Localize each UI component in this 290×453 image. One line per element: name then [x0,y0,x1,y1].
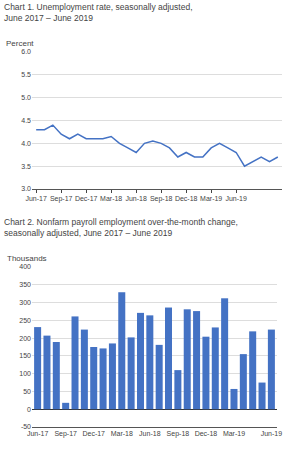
svg-text:Jun-19: Jun-19 [261,430,283,437]
svg-text:Mar-18: Mar-18 [100,195,122,202]
svg-text:Dec-18: Dec-18 [175,195,198,202]
svg-text:3.5: 3.5 [21,163,31,170]
svg-text:0: 0 [27,406,31,413]
svg-text:150: 150 [19,352,31,359]
svg-text:-50: -50 [21,423,31,430]
svg-text:Chart 2. Nonfarm payroll emplo: Chart 2. Nonfarm payroll employment over… [4,217,238,238]
svg-text:4.5: 4.5 [21,117,31,124]
svg-text:5.0: 5.0 [21,94,31,101]
svg-text:Mar-19: Mar-19 [200,195,222,202]
svg-text:Sep-17: Sep-17 [54,430,77,438]
svg-text:Jun-19: Jun-19 [225,195,247,202]
svg-text:3.0: 3.0 [21,185,31,192]
svg-text:Dec-18: Dec-18 [195,430,218,437]
svg-text:Jun-17: Jun-17 [25,195,47,202]
svg-text:400: 400 [19,263,31,270]
svg-text:6.0: 6.0 [21,48,31,55]
svg-text:Sep-17: Sep-17 [50,195,73,203]
svg-text:300: 300 [19,299,31,306]
svg-text:5.5: 5.5 [21,71,31,78]
svg-text:Jun-18: Jun-18 [139,430,161,437]
svg-text:4.0: 4.0 [21,140,31,147]
svg-text:Dec-17: Dec-17 [75,195,98,202]
svg-text:Mar-19: Mar-19 [223,430,245,437]
svg-text:Dec-17: Dec-17 [82,430,105,437]
svg-text:350: 350 [19,281,31,288]
svg-text:100: 100 [19,370,31,377]
svg-text:50: 50 [23,388,31,395]
svg-text:Mar-18: Mar-18 [111,430,133,437]
svg-text:250: 250 [19,317,31,324]
svg-text:Jun-18: Jun-18 [125,195,147,202]
svg-text:200: 200 [19,335,31,342]
svg-text:Jun-17: Jun-17 [27,430,49,437]
svg-text:Thousands: Thousands [7,254,47,263]
svg-text:Chart 1. Unemployment rate, se: Chart 1. Unemployment rate, seasonally a… [4,2,193,23]
svg-text:Percent: Percent [6,39,34,48]
svg-text:Sep-18: Sep-18 [150,195,173,203]
svg-text:Sep-18: Sep-18 [167,430,190,438]
